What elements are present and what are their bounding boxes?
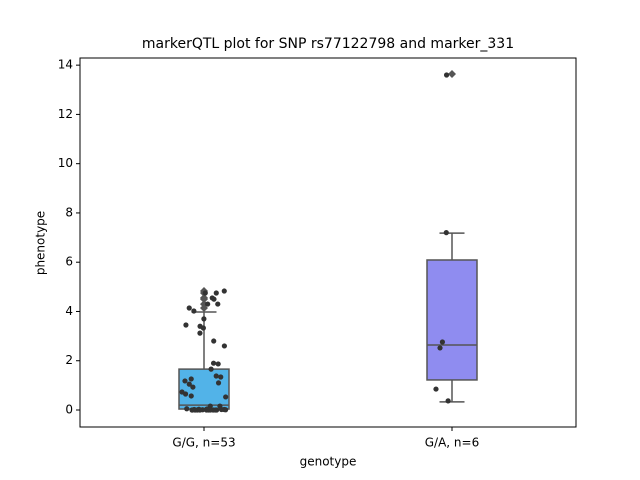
- point: [205, 301, 211, 307]
- x-tick-label: G/G, n=53: [172, 436, 235, 450]
- y-tick-label: 2: [65, 353, 73, 367]
- y-axis-label: phenotype: [34, 211, 48, 275]
- point: [197, 407, 203, 413]
- point: [218, 406, 225, 413]
- point: [443, 230, 449, 236]
- x-axis-label: genotype: [300, 455, 357, 469]
- point: [443, 72, 450, 78]
- y-tick-label: 6: [65, 255, 73, 269]
- point: [445, 398, 451, 404]
- point: [186, 381, 192, 387]
- point: [182, 391, 189, 397]
- point: [212, 407, 218, 413]
- point: [211, 296, 217, 302]
- y-tick-label: 10: [58, 156, 73, 170]
- point: [197, 323, 203, 329]
- flier: [200, 295, 208, 304]
- y-tick-label: 0: [65, 403, 73, 417]
- point: [203, 406, 210, 412]
- point: [211, 338, 217, 344]
- point: [188, 393, 194, 399]
- point: [221, 288, 227, 294]
- point: [215, 301, 221, 307]
- flier: [448, 70, 456, 79]
- point: [201, 316, 207, 322]
- box: [426, 259, 478, 381]
- y-tick-label: 14: [58, 58, 73, 72]
- point: [184, 406, 190, 412]
- point: [191, 406, 197, 413]
- chart-title: markerQTL plot for SNP rs77122798 and ma…: [142, 36, 514, 52]
- point: [215, 380, 222, 386]
- point: [191, 308, 197, 314]
- point: [213, 373, 219, 379]
- point: [202, 290, 208, 296]
- x-tick-label: G/A, n=6: [425, 436, 479, 450]
- point: [208, 407, 214, 413]
- point: [221, 343, 227, 349]
- point: [437, 345, 443, 351]
- point: [223, 394, 229, 400]
- y-tick-label: 4: [65, 304, 73, 318]
- point: [190, 384, 196, 390]
- point: [215, 361, 221, 367]
- point: [182, 378, 188, 384]
- point: [208, 366, 214, 372]
- point: [183, 322, 189, 328]
- point: [439, 339, 446, 345]
- point: [213, 290, 219, 296]
- plot-frame: [79, 57, 577, 428]
- point: [186, 305, 192, 311]
- y-tick-label: 8: [65, 205, 73, 219]
- point: [197, 330, 203, 336]
- point: [210, 360, 217, 366]
- point: [218, 374, 224, 380]
- point: [433, 386, 439, 392]
- y-tick-label: 12: [58, 107, 73, 121]
- point: [188, 376, 194, 382]
